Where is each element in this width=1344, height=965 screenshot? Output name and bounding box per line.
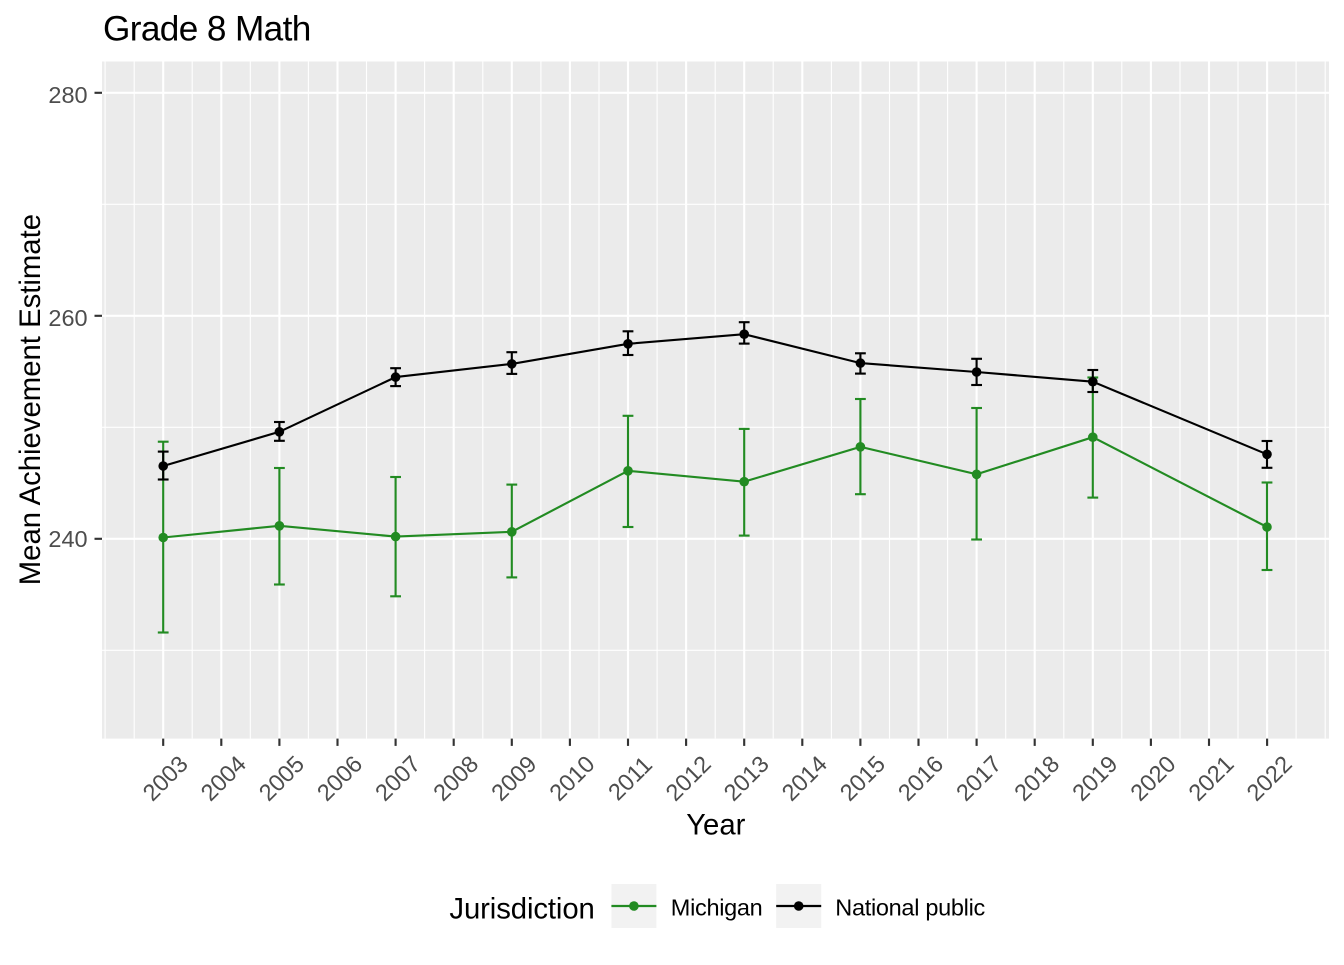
svg-text:280: 280 [48, 82, 87, 108]
svg-text:National public: National public [835, 895, 985, 921]
svg-text:Grade 8 Math: Grade 8 Math [103, 10, 311, 49]
svg-text:Year: Year [686, 809, 745, 842]
svg-text:Michigan: Michigan [671, 895, 763, 921]
svg-text:240: 240 [48, 526, 87, 552]
svg-text:Jurisdiction: Jurisdiction [449, 892, 594, 925]
svg-text:260: 260 [48, 305, 87, 331]
svg-text:Mean Achievement Estimate: Mean Achievement Estimate [14, 214, 47, 585]
